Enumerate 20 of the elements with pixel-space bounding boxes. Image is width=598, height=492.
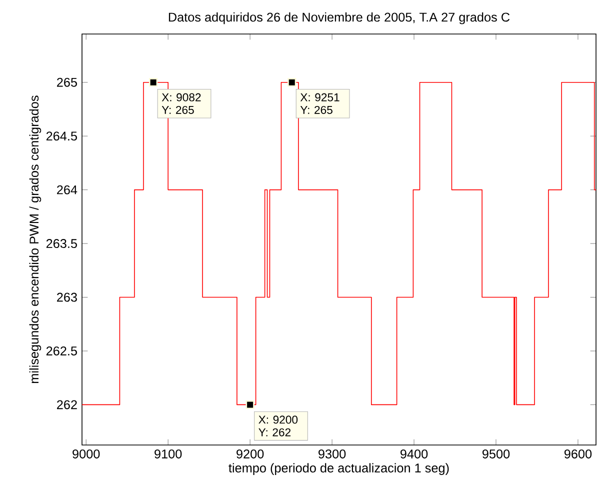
y-tick-label: 264 xyxy=(57,185,78,194)
annotation: X: 9082 Y: 265 xyxy=(162,93,201,114)
x-tick-label: 9300 xyxy=(318,449,346,458)
x-axis-title: tiempo (periodo de actualizacion 1 seg) xyxy=(228,463,449,475)
annotation: X: 9200 Y: 262 xyxy=(258,416,298,436)
x-tick-label: 9000 xyxy=(72,449,100,458)
y-axis-title: milisegundos encendido PWM / grados centigrados xyxy=(29,96,42,383)
x-tick-label: 9400 xyxy=(400,449,428,458)
chart-title: Datos adquiridos 26 de Noviembre de 2005, T.A 27 grados C xyxy=(168,12,510,24)
y-tick-label: 264.5 xyxy=(46,132,77,141)
y-tick-label: 263.5 xyxy=(46,239,77,248)
y-tick-label: 262.5 xyxy=(46,346,77,356)
x-tick-label: 9100 xyxy=(154,449,182,458)
y-tick-label: 265 xyxy=(57,78,77,87)
y-tick-label: 262 xyxy=(57,400,77,410)
x-tick-label: 9500 xyxy=(482,449,510,458)
annotation: X: 9251 Y: 265 xyxy=(300,93,340,114)
x-tick-label: 9200 xyxy=(236,449,264,458)
x-tick-label: 9600 xyxy=(564,449,592,458)
y-tick-label: 263 xyxy=(57,292,77,302)
